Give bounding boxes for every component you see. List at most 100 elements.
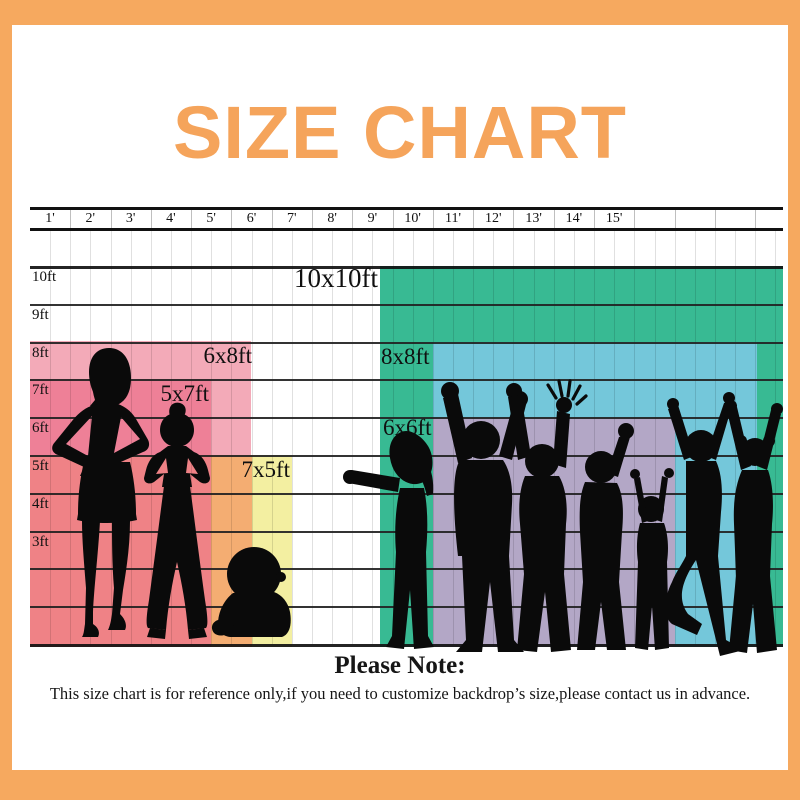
axis-label-6ft: 6ft: [32, 420, 49, 437]
label-6x6ft: 6x6ft: [383, 415, 432, 440]
axis-label-3ft: 3ft: [32, 533, 49, 550]
ruler-label-7: 7': [287, 211, 297, 226]
ruler-tick: [231, 210, 233, 228]
gridline-vertical: [755, 228, 757, 644]
ruler-label-14: 14': [565, 211, 583, 226]
label-10x10ft: 10x10ft: [294, 263, 378, 293]
gridline-vertical: [50, 228, 51, 644]
gridline-foot-2: [30, 568, 783, 571]
gridline-vertical: [191, 228, 192, 644]
ruler-label-15: 15': [605, 211, 623, 226]
gridline-foot-10: [30, 266, 783, 269]
gridline-vertical: [735, 228, 737, 644]
ruler-tick: [755, 210, 757, 228]
ruler-tick: [70, 210, 72, 228]
gridline-vertical: [654, 228, 656, 644]
label-8x8ft: 8x8ft: [381, 344, 430, 369]
gridline-vertical: [634, 228, 636, 644]
ruler-label-1: 1': [45, 211, 55, 226]
gridline-vertical: [90, 228, 92, 644]
ruler-label-9: 9': [367, 211, 378, 226]
axis-label-5ft: 5ft: [32, 458, 49, 474]
gridline-vertical: [291, 228, 293, 644]
gridline-vertical: [150, 228, 152, 644]
ruler-label-10: 10': [404, 211, 421, 226]
gridline-vertical: [130, 228, 132, 644]
ruler-tick: [513, 210, 515, 228]
ruler-tick: [191, 210, 192, 228]
ruler-tick: [392, 210, 394, 228]
ruler-label-11: 11': [444, 211, 462, 226]
gridline-vertical: [271, 228, 273, 644]
gridline-foot-7: [30, 379, 783, 382]
gridline-foot-4: [30, 492, 783, 495]
ruler-label-4: 4': [166, 211, 176, 226]
gridline-vertical: [614, 228, 616, 644]
label-5x7ft: 5x7ft: [160, 381, 209, 406]
ruler-label-13: 13': [525, 211, 542, 226]
gridline-vertical: [513, 228, 515, 644]
gridline-foot-1: [30, 606, 783, 609]
axis-label-9ft: 9ft: [32, 306, 49, 323]
page-title: SIZE CHART: [173, 91, 627, 174]
gridline-vertical: [573, 228, 575, 644]
ruler-tick: [432, 210, 434, 228]
gridline-foot-8: [30, 341, 783, 344]
ruler-tick: [594, 210, 595, 228]
ruler-top-line: [30, 207, 783, 210]
ruler-label-8: 8': [327, 211, 337, 226]
ruler-tick: [634, 210, 636, 228]
axis-label-4ft: 4ft: [32, 495, 49, 512]
gridline-foot-9: [30, 303, 783, 306]
gridline-foot-5: [30, 455, 783, 457]
gridline-vertical: [231, 228, 233, 644]
gridline-vertical: [533, 228, 535, 644]
gridline-vertical: [251, 228, 253, 644]
gridline-vertical: [332, 228, 334, 644]
ruler-label-12: 12': [485, 211, 502, 226]
gridline-vertical: [715, 228, 716, 644]
gridline-foot-3: [30, 530, 783, 533]
gridline-foot-6: [30, 417, 783, 420]
ruler-tick: [473, 210, 475, 228]
ruler-tick: [715, 210, 716, 228]
gridline-vertical: [594, 228, 595, 644]
gridline-vertical: [211, 228, 213, 644]
axis-label-8ft: 8ft: [32, 344, 49, 361]
gridline-vertical: [70, 228, 72, 644]
label-6x8ft: 6x8ft: [203, 343, 252, 368]
ruler-tick: [271, 210, 273, 228]
gridline-vertical: [352, 228, 354, 644]
ruler-tick: [311, 210, 313, 228]
axis-label-7ft: 7ft: [32, 382, 49, 399]
ruler-label-2: 2': [85, 211, 96, 226]
gridline-vertical: [453, 228, 454, 644]
gridline-vertical: [372, 228, 374, 644]
ruler-tick: [553, 210, 555, 228]
note-heading: Please Note:: [334, 652, 466, 679]
gridline-vertical: [694, 228, 696, 644]
gridline-vertical: [170, 228, 172, 644]
label-7x5ft: 7x5ft: [241, 457, 290, 482]
gridline-vertical: [110, 228, 112, 644]
ruler-tick: [150, 210, 152, 228]
ruler-bottom-line: [30, 228, 783, 231]
gridline-foot-0: [30, 644, 783, 647]
ruler-label-6: 6': [246, 211, 257, 226]
axis-label-10ft: 10ft: [32, 269, 57, 285]
gridline-vertical: [473, 228, 475, 644]
gridline-vertical: [432, 228, 434, 644]
gridline-vertical: [311, 228, 313, 644]
ruler-tick: [110, 210, 112, 228]
gridline-vertical: [553, 228, 555, 644]
ruler-tick: [674, 210, 676, 228]
gridline-vertical: [493, 228, 495, 644]
region-overlap-5x7-7x5: [30, 455, 211, 647]
ruler-label-3: 3': [125, 211, 136, 226]
ruler-tick: [352, 210, 354, 228]
gridline-vertical: [775, 228, 777, 644]
gridline-vertical: [674, 228, 676, 644]
ruler-label-5: 5': [206, 211, 216, 226]
note-body: This size chart is for reference only,if…: [49, 684, 751, 703]
